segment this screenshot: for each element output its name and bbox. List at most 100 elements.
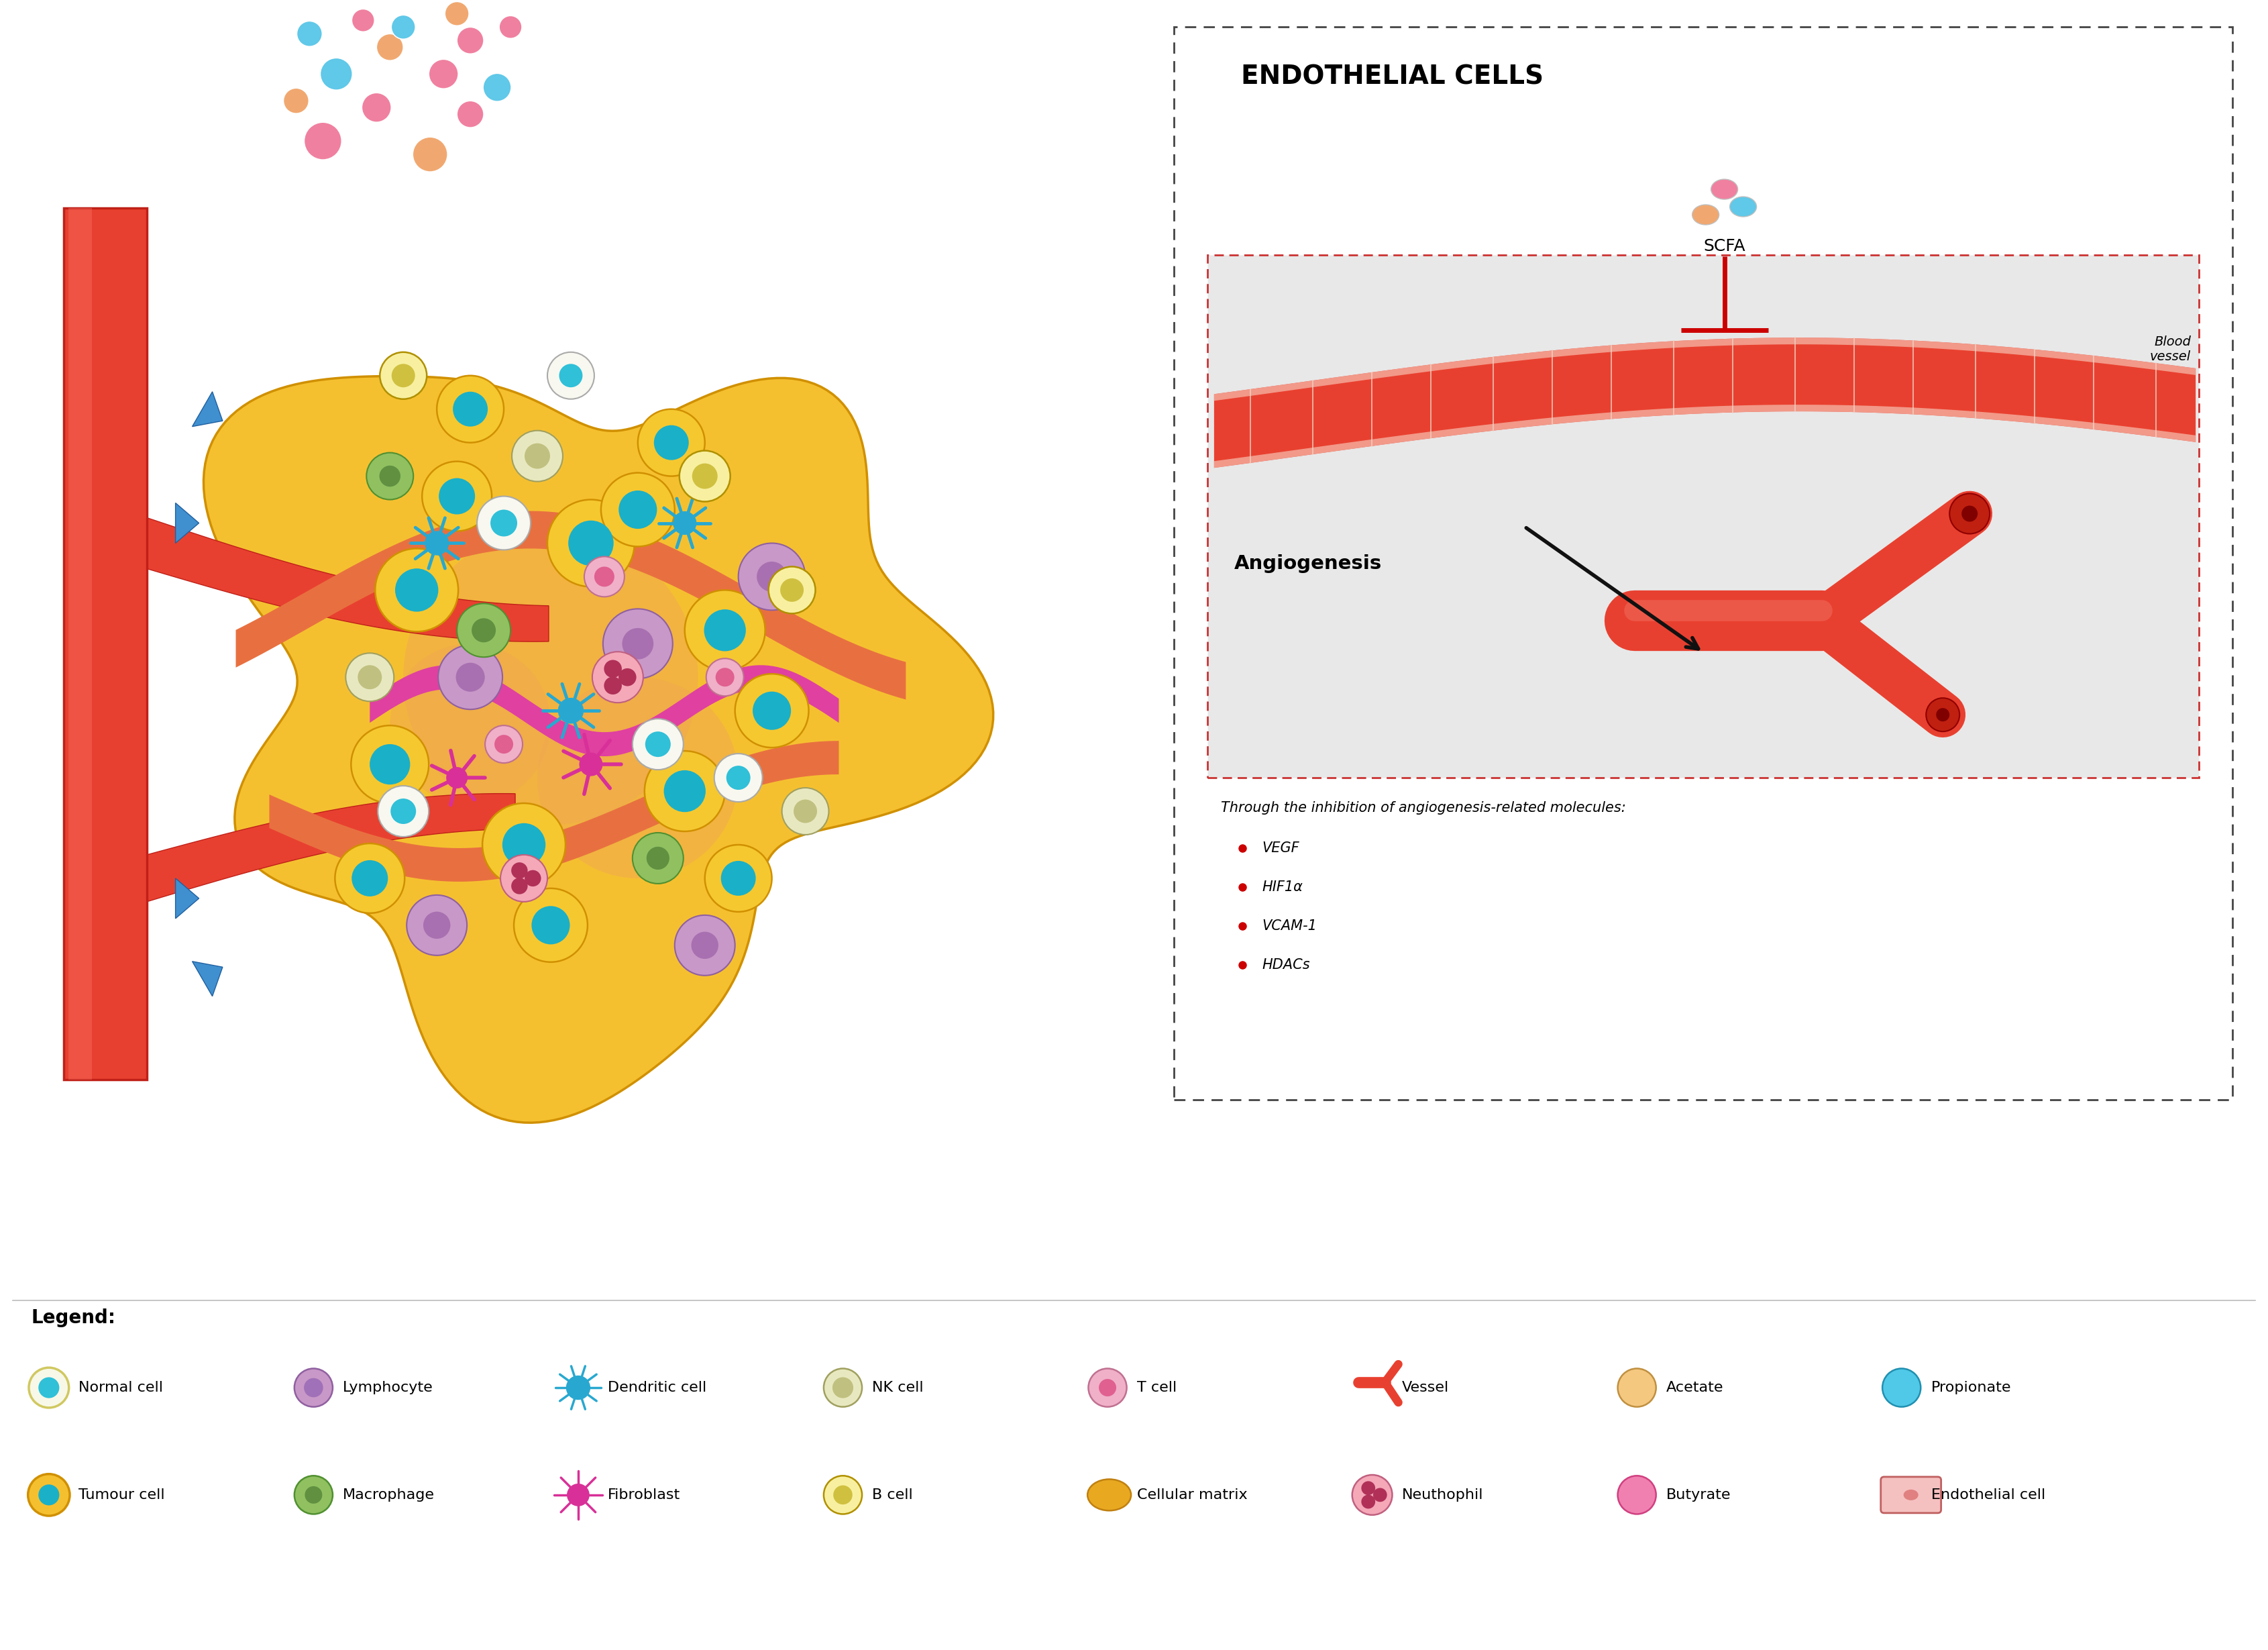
Circle shape	[29, 1368, 68, 1407]
Circle shape	[832, 1378, 853, 1398]
Circle shape	[367, 452, 413, 500]
Text: Endothelial cell: Endothelial cell	[1930, 1488, 2046, 1502]
Text: Lymphocyte: Lymphocyte	[342, 1381, 433, 1394]
Circle shape	[1352, 1475, 1393, 1515]
FancyBboxPatch shape	[1880, 1477, 1941, 1513]
Circle shape	[739, 543, 805, 610]
Circle shape	[352, 8, 374, 31]
Circle shape	[424, 531, 449, 556]
Circle shape	[379, 351, 426, 399]
Text: Blood
vessel: Blood vessel	[2150, 335, 2191, 363]
Circle shape	[674, 916, 735, 975]
Text: Legend:: Legend:	[32, 1308, 116, 1327]
Circle shape	[501, 855, 547, 903]
Circle shape	[619, 490, 658, 528]
Text: SCFA: SCFA	[1703, 238, 1746, 254]
Text: Macrophage: Macrophage	[342, 1488, 435, 1502]
Circle shape	[832, 1485, 853, 1505]
Circle shape	[499, 16, 522, 38]
Circle shape	[721, 861, 755, 896]
Circle shape	[578, 752, 603, 776]
Circle shape	[685, 591, 764, 670]
Circle shape	[633, 719, 683, 769]
Circle shape	[619, 668, 637, 686]
Text: VCAM-1: VCAM-1	[1263, 919, 1318, 932]
Circle shape	[304, 1487, 322, 1503]
Circle shape	[674, 511, 696, 535]
Circle shape	[483, 804, 565, 886]
Circle shape	[758, 561, 787, 592]
Circle shape	[39, 1378, 59, 1398]
Circle shape	[485, 726, 522, 762]
Text: T cell: T cell	[1136, 1381, 1177, 1394]
Circle shape	[538, 676, 739, 878]
Circle shape	[513, 431, 562, 482]
Circle shape	[404, 530, 699, 825]
Circle shape	[370, 744, 411, 784]
Circle shape	[358, 665, 381, 690]
Polygon shape	[1213, 338, 2195, 401]
Circle shape	[376, 33, 404, 61]
Circle shape	[456, 101, 483, 127]
Circle shape	[769, 566, 816, 614]
Circle shape	[352, 860, 388, 896]
Ellipse shape	[1086, 1480, 1132, 1511]
Circle shape	[714, 668, 735, 686]
Text: Neuthophil: Neuthophil	[1402, 1488, 1483, 1502]
Circle shape	[823, 1368, 862, 1407]
Circle shape	[297, 21, 322, 46]
Circle shape	[510, 878, 528, 894]
Circle shape	[1962, 505, 1978, 521]
Ellipse shape	[1710, 180, 1737, 200]
Circle shape	[490, 510, 517, 536]
Circle shape	[692, 932, 719, 959]
Circle shape	[345, 653, 395, 701]
Circle shape	[794, 800, 816, 823]
Circle shape	[336, 843, 404, 912]
Circle shape	[637, 409, 705, 477]
Circle shape	[438, 376, 503, 442]
Circle shape	[680, 450, 730, 502]
Circle shape	[379, 465, 401, 487]
Polygon shape	[270, 741, 839, 881]
Circle shape	[585, 556, 624, 597]
Circle shape	[1617, 1368, 1656, 1407]
Circle shape	[601, 474, 674, 546]
Ellipse shape	[1692, 205, 1719, 224]
Circle shape	[714, 754, 762, 802]
Circle shape	[692, 464, 717, 488]
Circle shape	[603, 660, 621, 678]
Circle shape	[560, 365, 583, 388]
Circle shape	[665, 771, 705, 812]
Circle shape	[592, 652, 644, 703]
Circle shape	[735, 673, 810, 747]
Circle shape	[445, 2, 469, 26]
Circle shape	[782, 787, 828, 835]
Text: B cell: B cell	[873, 1488, 914, 1502]
FancyBboxPatch shape	[1175, 26, 2232, 1099]
Ellipse shape	[1730, 196, 1755, 216]
Circle shape	[438, 645, 503, 709]
Text: NK cell: NK cell	[873, 1381, 923, 1394]
Circle shape	[395, 569, 438, 612]
Text: Butyrate: Butyrate	[1667, 1488, 1730, 1502]
Circle shape	[476, 497, 531, 549]
Polygon shape	[370, 665, 839, 756]
Circle shape	[406, 894, 467, 955]
Text: Through the inhibition of angiogenesis-related molecules:: Through the inhibition of angiogenesis-r…	[1220, 802, 1626, 815]
Circle shape	[392, 15, 415, 40]
Circle shape	[726, 766, 751, 790]
Text: Angiogenesis: Angiogenesis	[1234, 554, 1381, 573]
Circle shape	[524, 870, 542, 886]
Circle shape	[603, 676, 621, 695]
Ellipse shape	[1903, 1490, 1919, 1500]
Circle shape	[295, 1475, 333, 1515]
Text: Fibroblast: Fibroblast	[608, 1488, 680, 1502]
Circle shape	[379, 785, 429, 837]
Text: Vessel: Vessel	[1402, 1381, 1449, 1394]
Polygon shape	[193, 962, 222, 997]
Circle shape	[363, 92, 392, 122]
Circle shape	[390, 799, 415, 823]
Polygon shape	[64, 208, 147, 1079]
Polygon shape	[204, 376, 993, 1122]
